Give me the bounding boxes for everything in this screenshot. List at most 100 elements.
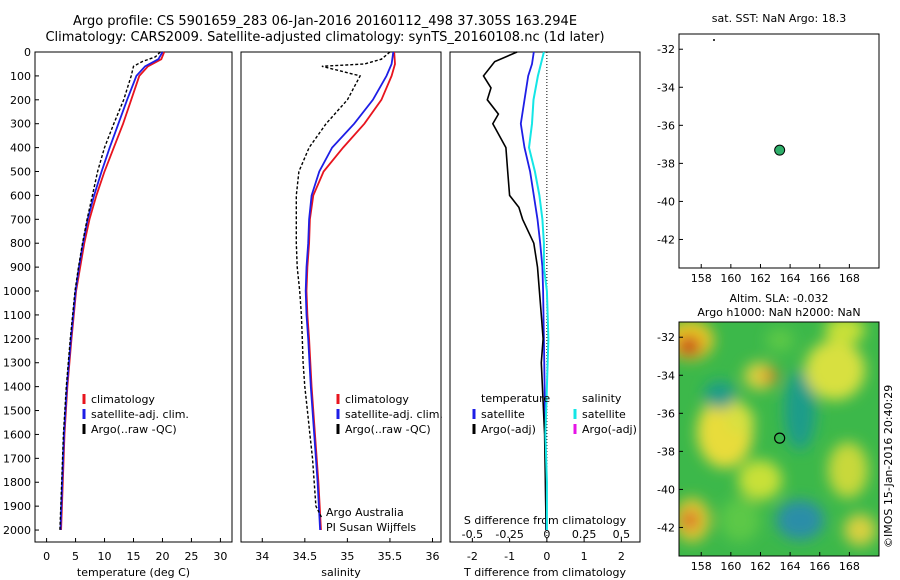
depth-tick-label: 400 bbox=[10, 142, 31, 155]
sla-lon-tick-label: 166 bbox=[809, 560, 830, 573]
salinity-difference-tick-label: -0.5 bbox=[462, 528, 483, 541]
sla-lat-tick-label: -38 bbox=[657, 445, 675, 458]
sla-lat-tick-label: -34 bbox=[657, 369, 675, 382]
depth-tick-label: 1200 bbox=[3, 333, 31, 346]
sla-lon-tick-label: 164 bbox=[780, 560, 801, 573]
salinity-tick-label: 34.5 bbox=[293, 550, 318, 563]
temperature-axis-label: temperature (deg C) bbox=[77, 566, 190, 579]
difference-legend-heading: temperature bbox=[481, 392, 550, 405]
sst-lat-tick-label: -42 bbox=[657, 233, 675, 246]
sst-lat-tick-label: -34 bbox=[657, 81, 675, 94]
pi-name-note: PI Susan Wijffels bbox=[326, 521, 416, 534]
temperature-legend-label: Argo(..raw -QC) bbox=[91, 423, 177, 436]
sst-lat-tick-label: -38 bbox=[657, 157, 675, 170]
sst-map-title: sat. SST: NaN Argo: 18.3 bbox=[712, 12, 846, 25]
sla-lat-tick-label: -32 bbox=[657, 331, 675, 344]
depth-tick-label: 500 bbox=[10, 166, 31, 179]
temperature-tick-label: 20 bbox=[155, 550, 169, 563]
sst-lat-tick-label: -36 bbox=[657, 119, 675, 132]
salinity-difference-tick-label: 0.25 bbox=[572, 528, 597, 541]
sla-heatmap bbox=[679, 322, 879, 556]
sla-anomaly-blob bbox=[738, 460, 782, 500]
salinity-tick-label: 34 bbox=[255, 550, 269, 563]
sla-lat-tick-label: -40 bbox=[657, 483, 675, 496]
depth-tick-label: 1800 bbox=[3, 476, 31, 489]
sla-anomaly-blob bbox=[679, 336, 701, 356]
depth-tick-label: 2000 bbox=[3, 524, 31, 537]
depth-tick-label: 800 bbox=[10, 237, 31, 250]
salinity-panel bbox=[240, 51, 442, 543]
argo-temperature-difference-line bbox=[482, 51, 547, 531]
depth-tick-label: 200 bbox=[10, 94, 31, 107]
sst-lon-tick-label: 160 bbox=[720, 272, 741, 285]
sst-lon-tick-label: 158 bbox=[691, 272, 712, 285]
temperature-tick-label: 5 bbox=[72, 550, 79, 563]
depth-tick-label: 1400 bbox=[3, 381, 31, 394]
sla-anomaly-blob bbox=[763, 369, 777, 383]
depth-tick-label: 1000 bbox=[3, 285, 31, 298]
temperature-tick-label: 0 bbox=[43, 550, 50, 563]
depth-tick-label: 600 bbox=[10, 189, 31, 202]
temperature-difference-tick-label: -2 bbox=[467, 550, 478, 563]
sla-map-frame bbox=[678, 321, 880, 557]
salinity-difference-legend-label: Argo(-adj) bbox=[582, 423, 637, 436]
temperature-tick-label: 25 bbox=[184, 550, 198, 563]
salinity-legend-label: satellite-adj. clim. bbox=[345, 408, 443, 421]
depth-tick-label: 1300 bbox=[3, 357, 31, 370]
temperature-legend-label: climatology bbox=[91, 393, 155, 406]
sla-lon-tick-label: 162 bbox=[750, 560, 771, 573]
sst-lat-tick-label: -32 bbox=[657, 43, 675, 56]
sla-anomaly-blob bbox=[766, 328, 794, 352]
temperature-difference-tick-label: 0 bbox=[543, 550, 550, 563]
sst-lat-tick-label: -40 bbox=[657, 195, 675, 208]
depth-tick-label: 700 bbox=[10, 213, 31, 226]
sla-lat-tick-label: -36 bbox=[657, 407, 675, 420]
sla-map-title-line1: Altim. SLA: -0.032 bbox=[729, 292, 828, 305]
salinity-difference-legend-label: satellite bbox=[582, 408, 626, 421]
sst-lon-tick-label: 164 bbox=[780, 272, 801, 285]
sla-map-title-line2: Argo h1000: NaN h2000: NaN bbox=[697, 306, 860, 319]
sla-anomaly-blob bbox=[704, 381, 736, 409]
salinity-tick-label: 35.5 bbox=[378, 550, 403, 563]
sla-lon-tick-label: 158 bbox=[691, 560, 712, 573]
depth-tick-label: 1600 bbox=[3, 428, 31, 441]
sla-argo-marker bbox=[774, 432, 786, 444]
difference-legend-heading: salinity bbox=[582, 392, 622, 405]
sst-lon-tick-label: 168 bbox=[839, 272, 860, 285]
temperature-legend-label: satellite-adj. clim. bbox=[91, 408, 189, 421]
sla-anomaly-blob bbox=[828, 442, 868, 498]
sla-anomaly-blob bbox=[776, 500, 824, 540]
salinity-difference-tick-label: 0 bbox=[543, 528, 550, 541]
depth-tick-label: 1700 bbox=[3, 452, 31, 465]
sla-anomaly-blob bbox=[744, 362, 776, 390]
temperature-tick-label: 30 bbox=[213, 550, 227, 563]
depth-tick-label: 300 bbox=[10, 118, 31, 131]
temperature-difference-legend-label: satellite bbox=[481, 408, 525, 421]
argo-australia-note: Argo Australia bbox=[326, 506, 404, 519]
sst-lon-tick-label: 162 bbox=[750, 272, 771, 285]
temperature-panel bbox=[34, 51, 233, 543]
salinity-difference-tick-label: -0.25 bbox=[495, 528, 523, 541]
sst-data-speck bbox=[713, 39, 715, 41]
sla-anomaly-blob bbox=[825, 322, 865, 344]
depth-tick-label: 1500 bbox=[3, 405, 31, 418]
sst-argo-marker bbox=[774, 144, 786, 156]
sla-lat-tick-label: -42 bbox=[657, 521, 675, 534]
salinity-tick-label: 36 bbox=[425, 550, 439, 563]
argo-temperature-line bbox=[59, 51, 161, 531]
depth-tick-label: 0 bbox=[24, 46, 31, 59]
satellite-temperature-difference-line bbox=[519, 51, 547, 531]
temperature-difference-tick-label: 1 bbox=[581, 550, 588, 563]
salinity-tick-label: 35 bbox=[340, 550, 354, 563]
plot-title-line2: Climatology: CARS2009. Satellite-adjuste… bbox=[45, 30, 605, 45]
temperature-difference-tick-label: 2 bbox=[618, 550, 625, 563]
sla-anomaly-blob bbox=[682, 511, 698, 529]
sla-heatmap-field bbox=[679, 322, 876, 546]
sla-lon-tick-label: 168 bbox=[839, 560, 860, 573]
sla-anomaly-blob bbox=[844, 514, 876, 546]
sst-lon-tick-label: 166 bbox=[809, 272, 830, 285]
depth-tick-label: 100 bbox=[10, 70, 31, 83]
satellite-salinity-difference-line bbox=[527, 51, 550, 530]
salinity-legend-label: Argo(..raw -QC) bbox=[345, 423, 431, 436]
